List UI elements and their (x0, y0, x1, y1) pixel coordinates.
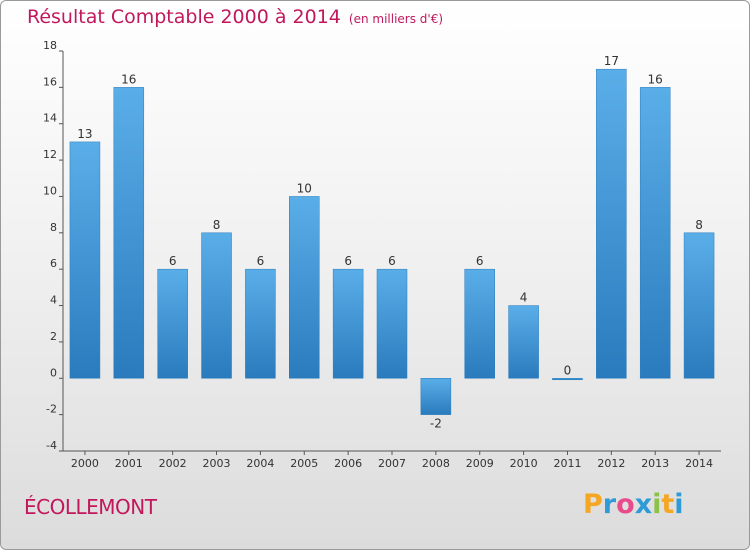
data-label-2013: 16 (648, 72, 663, 86)
data-label-2009: 6 (476, 254, 484, 268)
x-tick-label: 2002 (159, 457, 187, 470)
title-main: Résultat Comptable 2000 à 2014 (27, 6, 341, 28)
x-tick-label: 2011 (553, 457, 581, 470)
bar-2008 (420, 378, 452, 415)
data-label-2005: 10 (297, 181, 312, 195)
data-label-2000: 13 (77, 127, 92, 141)
y-tick-label: 4 (50, 294, 57, 307)
y-tick-label: 18 (43, 39, 57, 52)
data-label-2011: 0 (564, 363, 572, 377)
x-tick-label: 2005 (290, 457, 318, 470)
logo-letter: o (616, 489, 635, 520)
bar-2003 (201, 232, 232, 379)
data-label-2014: 8 (695, 218, 703, 232)
logo-letter: x (634, 489, 653, 520)
y-tick-label: 8 (50, 221, 57, 234)
y-tick-label: 14 (43, 112, 57, 125)
data-label-2007: 6 (388, 254, 396, 268)
logo-letter: t (661, 489, 675, 520)
bar-2000 (69, 141, 101, 379)
bar-2013 (639, 87, 671, 379)
bar-2014 (683, 232, 715, 379)
data-label-2002: 6 (169, 254, 177, 268)
data-label-2010: 4 (520, 291, 528, 305)
x-tick-label: 2001 (115, 457, 143, 470)
x-tick-label: 2007 (378, 457, 406, 470)
data-label-2008: -2 (430, 417, 442, 431)
x-tick-label: 2008 (422, 457, 450, 470)
bar-2007 (376, 268, 408, 379)
x-tick-label: 2003 (203, 457, 231, 470)
data-label-2012: 17 (604, 54, 619, 68)
bar-2011 (552, 378, 583, 381)
x-tick-label: 2004 (246, 457, 274, 470)
x-tick-label: 2006 (334, 457, 362, 470)
bar-2002 (157, 268, 188, 379)
logo-letter: i (652, 489, 662, 520)
y-tick-label: 12 (43, 148, 57, 161)
x-tick-label: 2013 (641, 457, 669, 470)
y-tick-label: 6 (50, 257, 57, 270)
bar-2004 (245, 268, 276, 379)
y-tick-label: 10 (43, 184, 57, 197)
y-tick-label: -4 (46, 439, 57, 452)
chart-title: Résultat Comptable 2000 à 2014 (en millie… (27, 6, 443, 28)
bars (69, 68, 715, 415)
data-label-2003: 8 (213, 218, 221, 232)
data-label-2006: 6 (344, 254, 352, 268)
proxiti-logo: Proxiti (583, 489, 684, 520)
bar-2010 (508, 305, 539, 379)
bar-2001 (113, 87, 145, 379)
bar-2012 (596, 68, 627, 379)
logo-letter: r (602, 489, 617, 520)
bar-2006 (332, 268, 364, 379)
logo-letter: i (674, 489, 684, 520)
data-label-2004: 6 (257, 254, 265, 268)
data-label-2001: 16 (121, 72, 136, 86)
title-subtitle: (en milliers d'€) (348, 12, 444, 26)
x-tick-label: 2014 (685, 457, 713, 470)
y-tick-label: 2 (50, 330, 57, 343)
logo-letter: P (583, 489, 603, 520)
commune-name: ÉCOLLEMONT (24, 495, 157, 519)
y-tick-label: 16 (43, 75, 57, 88)
bar-2009 (464, 268, 495, 379)
axes: -4 -2 0 2 4 6 8 10 12 14 16 18 2000 2001 2002 2003 2004 2… (43, 39, 721, 470)
bar-2005 (289, 196, 320, 379)
data-labels: 13 16 6 8 6 10 6 6 -2 6 4 0 17 16 8 (77, 54, 703, 430)
y-tick-label: -2 (46, 403, 57, 416)
x-tick-label: 2012 (597, 457, 625, 470)
y-tick-label: 0 (50, 366, 57, 379)
x-tick-label: 2000 (71, 457, 99, 470)
x-tick-label: 2010 (510, 457, 538, 470)
x-tick-label: 2009 (466, 457, 494, 470)
